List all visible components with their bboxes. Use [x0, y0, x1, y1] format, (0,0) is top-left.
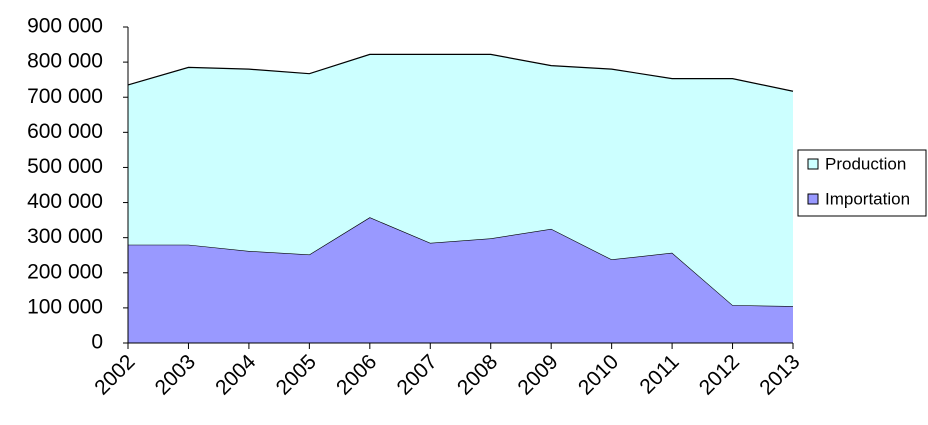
- x-tick-label: 2005: [272, 350, 321, 399]
- x-tick-label: 2010: [574, 350, 623, 399]
- y-tick-label: 100 000: [27, 295, 103, 318]
- x-tick-label: 2002: [90, 350, 139, 399]
- areas-layer: [127, 53, 794, 343]
- x-tick-label: 2009: [513, 350, 562, 399]
- x-tick-label: 2011: [635, 350, 683, 398]
- x-tick-label: 2006: [332, 350, 381, 399]
- legend-label-production: Production: [825, 154, 906, 173]
- x-tick-label: 2012: [695, 350, 744, 399]
- series-line-production: [127, 53, 794, 92]
- x-tick-label: 2003: [151, 350, 200, 399]
- x-tick-label: 2007: [393, 350, 442, 399]
- legend-swatch-production: [807, 158, 819, 170]
- legend-label-importation: Importation: [825, 189, 910, 208]
- y-tick-label: 600 000: [27, 120, 103, 143]
- legend-swatch-importation: [807, 193, 819, 205]
- y-tick-label: 200 000: [27, 260, 103, 283]
- x-ticks-layer: 2002 2003 2004 2005 2006 2007 2008 2009 2010 2011…: [90, 343, 805, 400]
- y-tick-label: 700 000: [27, 85, 103, 108]
- y-ticks-layer: 0 100 000 200 000 300 000 400 000 500 000 600 …: [27, 15, 128, 354]
- legend-box: [797, 149, 927, 217]
- x-tick-label: 2004: [211, 350, 261, 400]
- y-tick-label: 0: [91, 331, 103, 354]
- legend: Production Importation: [797, 149, 927, 217]
- x-tick-label: 2008: [453, 350, 502, 399]
- y-tick-label: 400 000: [27, 190, 103, 213]
- x-tick-label: 2013: [755, 350, 804, 399]
- y-tick-label: 900 000: [27, 15, 103, 38]
- area-importation: [128, 217, 793, 343]
- y-tick-label: 300 000: [27, 225, 103, 248]
- axes-layer: [127, 27, 793, 344]
- area-production: [128, 54, 793, 307]
- y-tick-label: 800 000: [27, 50, 103, 73]
- y-tick-label: 500 000: [27, 155, 103, 178]
